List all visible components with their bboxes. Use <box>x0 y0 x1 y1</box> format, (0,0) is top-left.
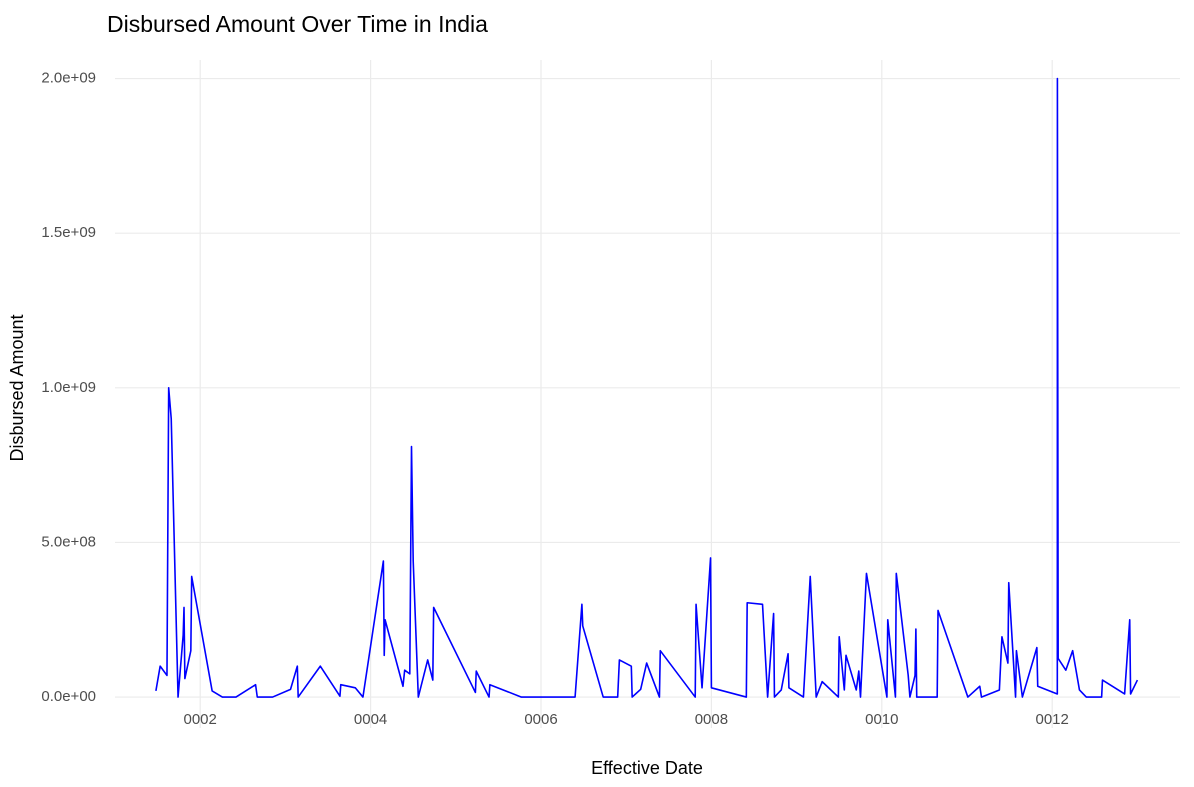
y-tick-label: 5.0e+08 <box>41 533 96 550</box>
data-line <box>155 77 1139 698</box>
x-tick-label: 0002 <box>184 711 217 728</box>
x-tick-label: 0008 <box>695 711 728 728</box>
x-tick-label: 0012 <box>1036 711 1069 728</box>
x-tick-label: 0006 <box>524 711 557 728</box>
chart-title: Disbursed Amount Over Time in India <box>107 11 488 37</box>
x-tick-label: 0004 <box>354 711 387 728</box>
y-tick-label: 2.0e+09 <box>41 70 96 87</box>
y-tick-label: 1.5e+09 <box>41 224 96 241</box>
y-axis-title: Disbursed Amount <box>7 314 27 461</box>
x-axis-title: Effective Date <box>591 758 703 778</box>
y-tick-label: 1.0e+09 <box>41 379 96 396</box>
x-tick-label: 0010 <box>865 711 898 728</box>
y-tick-label: 0.0e+00 <box>41 688 96 705</box>
